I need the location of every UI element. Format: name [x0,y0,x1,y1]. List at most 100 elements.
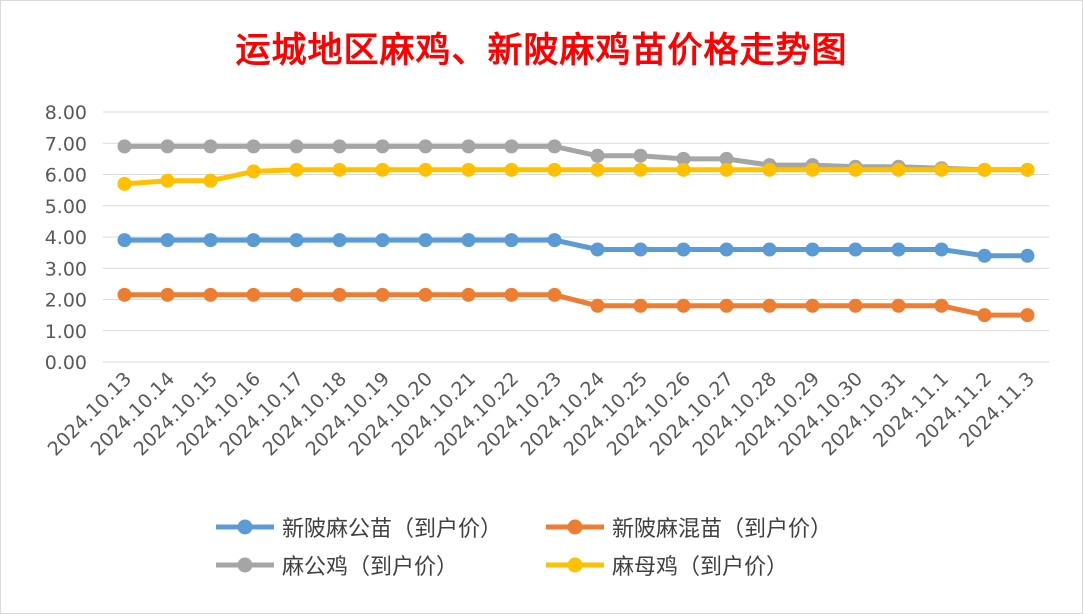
series-2-point-17 [848,298,863,313]
series-2-point-18 [891,298,906,313]
series-4-point-10 [547,162,562,177]
series-2-point-2 [203,287,218,302]
series-2-point-4 [289,287,304,302]
series-4-point-3 [246,164,261,179]
series-3-point-11 [590,148,605,163]
series-2-point-19 [934,298,949,313]
chart-title: 运城地区麻鸡、新陂麻鸡苗价格走势图 [235,30,848,71]
series-4-point-0 [117,176,132,191]
series-4-point-1 [160,173,175,188]
series-2-point-6 [375,287,390,302]
y-tick-label-2: 2.00 [45,290,87,312]
series-3-point-10 [547,139,562,154]
series-2-point-12 [633,298,648,313]
series-2-point-5 [332,287,347,302]
series-4-point-7 [418,162,433,177]
series-2-point-10 [547,287,562,302]
legend-label-series-1: 新陂麻公苗（到户价） [282,517,503,542]
series-4-point-21 [1020,162,1035,177]
series-4-point-19 [934,162,949,177]
legend-swatch-series-4 [546,557,604,573]
y-tick-label-3: 3.00 [45,258,87,280]
legend-swatch-series-2 [546,519,604,535]
series-1-point-4 [289,233,304,248]
series-2-point-13 [676,298,691,313]
series-2-point-7 [418,287,433,302]
series-2-point-3 [246,287,261,302]
y-tick-label-8: 8.00 [45,102,87,124]
series-1-point-5 [332,233,347,248]
series-4-point-14 [719,162,734,177]
chart-legend: 新陂麻公苗（到户价） 新陂麻混苗（到户价） 麻公鸡（到户价） 麻母鸡（到户价） [214,512,894,580]
series-2-point-20 [977,308,992,323]
series-4-point-6 [375,162,390,177]
legend-label-series-4: 麻母鸡（到户价） [612,555,789,580]
series-4-point-12 [633,162,648,177]
series-3-point-3 [246,139,261,154]
series-1-point-10 [547,233,562,248]
series-4-point-4 [289,162,304,177]
series-1-point-1 [160,233,175,248]
series-4-point-20 [977,162,992,177]
series-3-point-5 [332,139,347,154]
series-3-point-4 [289,139,304,154]
y-tick-label-7: 7.00 [45,133,87,155]
series-3-point-8 [461,139,476,154]
legend-label-series-3: 麻公鸡（到户价） [282,555,459,580]
series-1-point-3 [246,233,261,248]
series-line-2 [122,292,1030,318]
series-2-point-11 [590,298,605,313]
legend-item-series-3: 麻公鸡（到户价） [214,550,544,580]
legend-label-series-2: 新陂麻混苗（到户价） [612,517,833,542]
y-tick-label-6: 6.00 [45,165,87,187]
series-3-point-2 [203,139,218,154]
legend-item-series-4: 麻母鸡（到户价） [544,550,874,580]
series-4-point-2 [203,173,218,188]
series-1-point-13 [676,242,691,257]
series-4-point-8 [461,162,476,177]
series-4-point-17 [848,162,863,177]
series-4-point-16 [805,162,820,177]
series-line-4 [122,167,1030,187]
series-3-point-0 [117,139,132,154]
series-1-point-2 [203,233,218,248]
series-2-point-14 [719,298,734,313]
series-2-point-8 [461,287,476,302]
legend-item-series-1: 新陂麻公苗（到户价） [214,512,544,542]
series-3-point-7 [418,139,433,154]
series-1-point-0 [117,233,132,248]
series-4-point-5 [332,162,347,177]
series-1-point-15 [762,242,777,257]
series-1-point-18 [891,242,906,257]
series-2-point-21 [1020,308,1035,323]
series-3-point-14 [719,151,734,166]
series-1-point-16 [805,242,820,257]
series-1-point-6 [375,233,390,248]
series-1-point-14 [719,242,734,257]
series-line-1 [122,237,1030,259]
series-1-point-12 [633,242,648,257]
series-2-point-1 [160,287,175,302]
series-3-point-1 [160,139,175,154]
series-1-point-11 [590,242,605,257]
series-2-point-0 [117,287,132,302]
legend-swatch-series-1 [216,519,274,535]
series-3-point-6 [375,139,390,154]
series-1-point-21 [1020,248,1035,263]
series-4-point-9 [504,162,519,177]
series-line-3 [122,143,1030,173]
series-3-point-9 [504,139,519,154]
legend-item-series-2: 新陂麻混苗（到户价） [544,512,874,542]
y-tick-label-5: 5.00 [45,196,87,218]
series-4-point-13 [676,162,691,177]
series-2-point-15 [762,298,777,313]
series-4-point-18 [891,162,906,177]
series-1-point-7 [418,233,433,248]
series-4-point-11 [590,162,605,177]
series-3-point-12 [633,148,648,163]
series-1-point-19 [934,242,949,257]
series-1-point-9 [504,233,519,248]
y-tick-label-0: 0.00 [45,352,87,374]
y-tick-label-4: 4.00 [45,227,87,249]
